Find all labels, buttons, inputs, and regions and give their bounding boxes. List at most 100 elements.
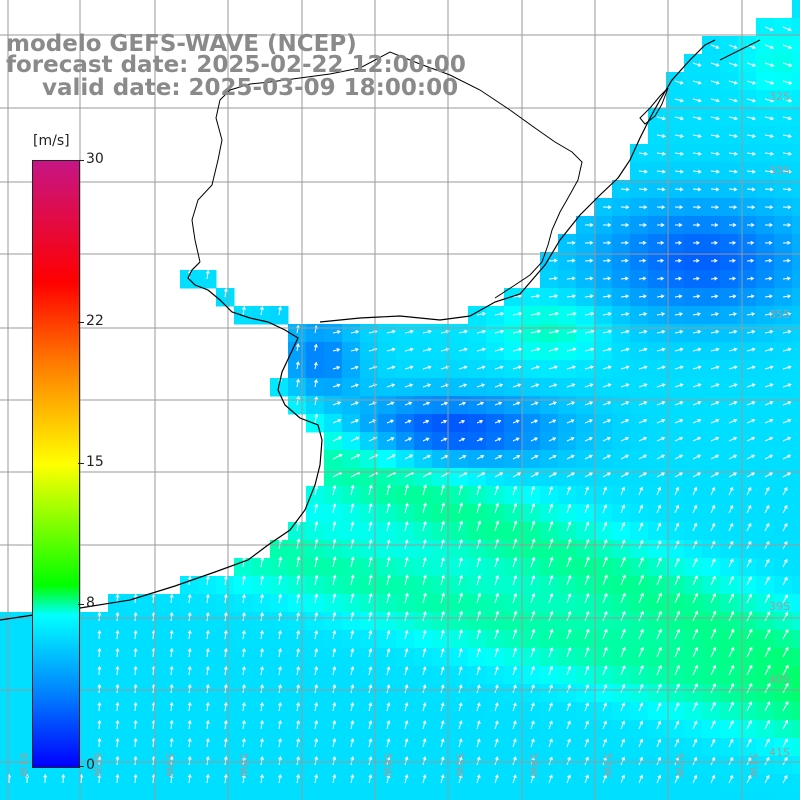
wind-cell (432, 720, 451, 739)
wind-arrow (332, 484, 337, 496)
wind-cell (306, 720, 325, 739)
wind-cell (684, 702, 703, 721)
coastline-uruguay (319, 39, 716, 323)
wind-arrow (458, 557, 463, 568)
wind-arrow (458, 472, 468, 478)
wind-arrow (548, 294, 559, 299)
wind-arrow (115, 647, 120, 658)
wind-cell (468, 594, 487, 613)
wind-cell (360, 774, 379, 793)
wind-arrow (548, 258, 558, 263)
wind-cell (594, 522, 613, 541)
wind-arrow (368, 648, 373, 658)
wind-arrow (133, 611, 138, 622)
wind-arrow (746, 98, 757, 103)
colorbar-unit: [m/s] (33, 133, 70, 149)
wind-arrow (260, 611, 264, 622)
wind-arrow (602, 738, 607, 748)
wind-arrow (530, 472, 540, 478)
wind-arrow (566, 592, 572, 604)
wind-arrow (782, 365, 792, 370)
wind-arrow (458, 401, 467, 406)
wind-arrow (674, 646, 681, 658)
wind-arrow (386, 702, 391, 712)
wind-cell (648, 792, 667, 800)
wind-arrow (278, 629, 282, 640)
wind-cell (612, 504, 631, 523)
wind-arrow (260, 306, 264, 316)
wind-cell (126, 612, 145, 631)
wind-arrow (350, 629, 355, 640)
wind-arrow (278, 611, 283, 622)
wind-cell (306, 414, 325, 433)
wind-cell (792, 666, 800, 685)
wind-cell (234, 666, 253, 685)
wind-cell (612, 774, 631, 793)
wind-cell (216, 648, 235, 667)
wind-arrow (656, 574, 662, 586)
wind-arrow (314, 503, 319, 514)
wind-arrow (458, 574, 463, 586)
wind-arrow (440, 502, 446, 514)
wind-cell (630, 648, 649, 667)
wind-cell (558, 630, 577, 649)
wind-arrow (764, 611, 771, 622)
wind-cell (198, 774, 217, 793)
wind-cell (216, 594, 235, 613)
wind-arrow (782, 276, 791, 281)
wind-cell (216, 720, 235, 739)
wind-cell (324, 630, 343, 649)
wind-arrow (728, 486, 734, 496)
wind-arrow (548, 347, 559, 352)
wind-arrow (314, 648, 319, 658)
wind-cell (522, 486, 541, 505)
wind-cell (630, 720, 649, 739)
wind-cell (36, 792, 55, 800)
wind-arrow (133, 665, 138, 676)
wind-arrow (422, 484, 427, 496)
wind-cell (306, 558, 325, 577)
wind-cell (522, 504, 541, 523)
wind-arrow (746, 294, 755, 299)
wind-arrow (710, 329, 720, 334)
wind-arrow (548, 738, 553, 748)
wind-cell (666, 756, 685, 775)
wind-arrow (728, 774, 734, 784)
wind-arrow (602, 486, 608, 496)
wind-arrow (458, 666, 463, 676)
colorbar-tick (78, 463, 84, 464)
wind-arrow (638, 169, 648, 174)
wind-cell (720, 720, 739, 739)
wind-arrow (674, 134, 684, 138)
wind-arrow (674, 187, 684, 192)
wind-cell (486, 576, 505, 595)
wind-cell (648, 540, 667, 559)
wind-cell (432, 612, 451, 631)
wind-arrow (476, 647, 481, 658)
wind-cell (342, 774, 361, 793)
wind-arrow (458, 702, 463, 712)
wind-arrow (566, 610, 572, 622)
wind-arrow (764, 134, 775, 138)
wind-cell (576, 558, 595, 577)
wind-cell (486, 612, 505, 631)
wind-cell (486, 774, 505, 793)
wind-cell (666, 666, 685, 685)
wind-cell (504, 756, 523, 775)
wind-cell (234, 594, 253, 613)
wind-cell (18, 756, 37, 775)
wind-cell (792, 126, 800, 145)
wind-cell (306, 378, 325, 397)
wind-arrow (656, 151, 666, 156)
wind-cell (180, 612, 199, 631)
wind-cell (576, 504, 595, 523)
wind-arrow (494, 556, 500, 568)
wind-cell (342, 576, 361, 595)
wind-arrow (296, 701, 301, 712)
wind-arrow (332, 774, 337, 784)
wind-cell (144, 648, 163, 667)
wind-arrow (602, 258, 612, 263)
wind-arrow (566, 756, 571, 766)
wind-arrow (187, 647, 192, 658)
wind-arrow (692, 720, 698, 730)
